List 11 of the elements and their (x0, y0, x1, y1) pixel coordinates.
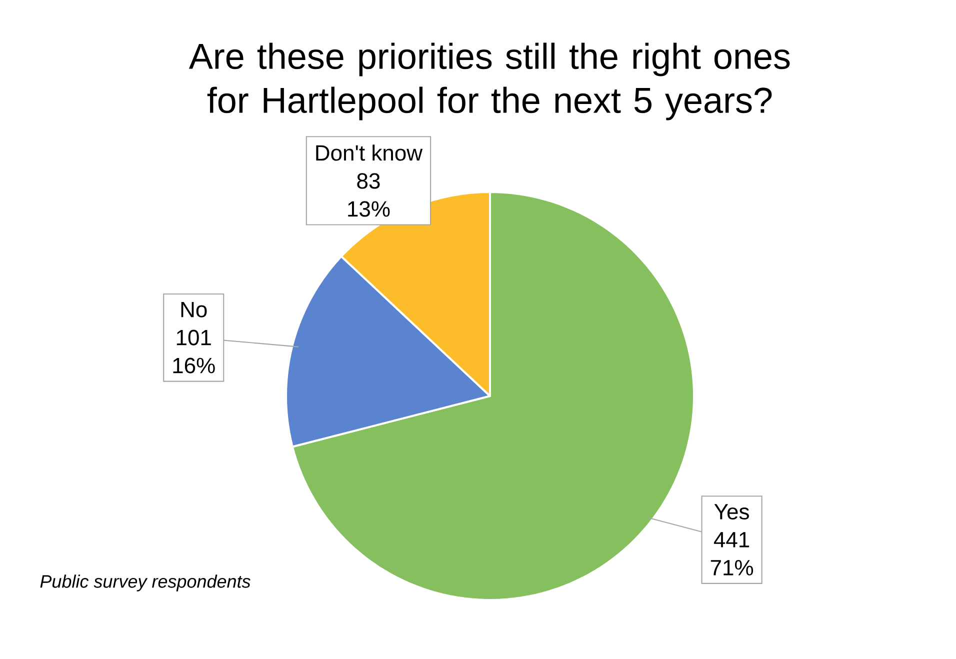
data-label: 13% (348, 201, 390, 217)
text: Public survey respondents (40, 574, 250, 592)
data-label: 71% (710, 560, 754, 576)
chart-title: Are these priorities still the right ones for Hartlepool for the next 5 years? (188, 42, 790, 120)
slice-label: Don't know (316, 144, 423, 161)
text: 101 (176, 330, 211, 346)
data-label: 16% (173, 358, 215, 374)
text: 441 (714, 532, 750, 548)
text: 83 (357, 173, 380, 189)
slice-label: No (181, 302, 207, 318)
slice-label: Yes (714, 504, 749, 520)
